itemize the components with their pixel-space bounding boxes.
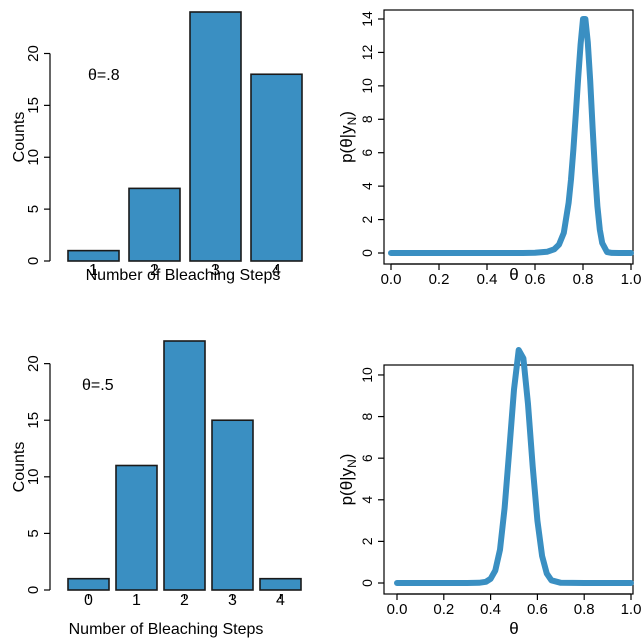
x-tick-label: 0.8	[574, 601, 595, 618]
bar	[211, 419, 254, 591]
bar-chart-theta-08: θ=.8 Number of Bleaching Steps Counts 1 2…	[11, 11, 303, 284]
x-tick-label: 2	[180, 592, 189, 609]
x-tick-label: 0.2	[429, 271, 450, 288]
y-tick-label: 4	[359, 496, 375, 504]
y-tick-label: 14	[359, 11, 375, 27]
density-plot-theta-05: θ 0.0 0.2 0.4 0.6 0.8 1.0 0 2 4 6 8 10 p(θ|yN)	[337, 347, 642, 638]
x-tick-label: 0.0	[387, 601, 408, 618]
x-tick-label: 0.8	[573, 271, 594, 288]
x-tick-label: 3	[228, 592, 237, 609]
y-tick-label: 8	[359, 115, 375, 123]
x-tick-label: 1.0	[621, 271, 642, 288]
annotation-theta-08: θ=.8	[88, 67, 120, 84]
x-axis-label: Number of Bleaching Steps	[69, 621, 264, 638]
bar	[250, 73, 303, 262]
y-tick-label: 0	[25, 586, 42, 594]
x-tick-label: 1	[132, 592, 141, 609]
density-curve	[388, 16, 634, 256]
x-tick-label: 4	[276, 592, 285, 609]
bar	[163, 340, 206, 591]
bar	[259, 577, 302, 591]
density-curve	[394, 347, 634, 586]
x-axis-label: θ	[509, 265, 518, 284]
x-axis-label: θ	[509, 619, 518, 638]
density-plot-theta-08: θ 0.0 0.2 0.4 0.6 0.8 1.0 0 2 4 6 8 10 12 14 p(θ|yN)	[337, 9, 642, 288]
y-tick-label: 5	[25, 205, 42, 213]
x-tick-label: 0.0	[381, 271, 402, 288]
x-tick-label: 0.2	[433, 601, 454, 618]
bar	[67, 249, 120, 262]
bar	[115, 464, 158, 591]
y-axis-label: p(θ|yN)	[337, 454, 359, 506]
x-tick-label: 2	[150, 262, 159, 279]
y-tick-label: 5	[25, 529, 42, 537]
y-tick-label: 4	[359, 182, 375, 190]
bar-chart-theta-05: θ=.5 Number of Bleaching Steps Counts 0 1…	[11, 340, 302, 638]
y-tick-label: 15	[25, 97, 42, 114]
x-tick-label: 1	[89, 262, 98, 279]
annotation-theta-05: θ=.5	[82, 377, 114, 394]
x-axis-label: Number of Bleaching Steps	[86, 267, 281, 284]
y-tick-label: 2	[359, 537, 375, 545]
x-tick-label: 4	[272, 262, 281, 279]
x-tick-label: 0.4	[477, 271, 498, 288]
y-tick-label: 10	[359, 78, 375, 94]
y-tick-label: 6	[359, 149, 375, 157]
x-tick-label: 0.6	[527, 601, 548, 618]
y-axis-label: Counts	[11, 112, 28, 163]
bar	[128, 187, 181, 262]
x-tick-label: 0.6	[525, 271, 546, 288]
x-tick-label: 3	[211, 262, 220, 279]
y-tick-label: 8	[359, 412, 375, 420]
y-tick-label: 0	[359, 249, 375, 257]
x-tick-label: 1.0	[621, 601, 642, 618]
x-tick-label: 0	[84, 592, 93, 609]
y-axis-label: Counts	[11, 442, 28, 493]
bar	[67, 577, 110, 591]
y-tick-label: 2	[359, 215, 375, 223]
y-tick-label: 10	[25, 468, 42, 485]
y-tick-label: 0	[25, 257, 42, 265]
y-tick-label: 15	[25, 412, 42, 429]
y-tick-label: 6	[359, 454, 375, 462]
x-tick-label: 0.4	[480, 601, 501, 618]
bar	[189, 11, 242, 262]
y-tick-label: 20	[25, 355, 42, 372]
y-tick-label: 0	[359, 579, 375, 587]
y-axis-label: p(θ|yN)	[337, 111, 359, 163]
y-tick-label: 12	[359, 44, 375, 60]
y-tick-label: 20	[25, 45, 42, 62]
y-tick-label: 10	[359, 367, 375, 383]
y-tick-label: 10	[25, 149, 42, 166]
